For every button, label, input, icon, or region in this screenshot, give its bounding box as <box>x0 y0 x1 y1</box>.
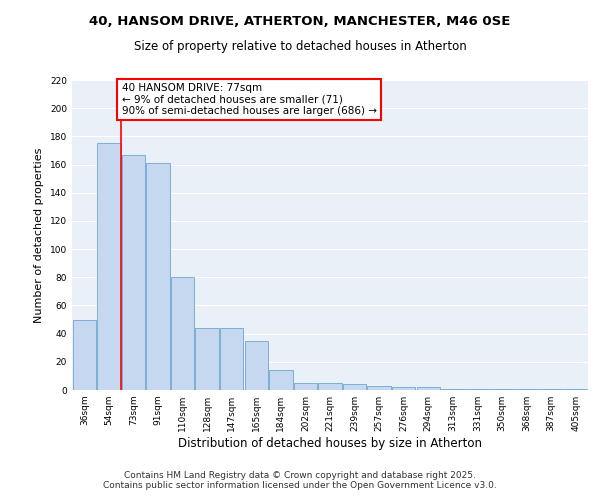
Bar <box>294 383 317 390</box>
Bar <box>146 163 170 390</box>
Bar <box>515 388 538 390</box>
Bar <box>245 340 268 390</box>
Bar <box>416 387 440 390</box>
Bar <box>122 154 145 390</box>
Bar <box>269 370 293 390</box>
Bar <box>97 144 121 390</box>
Bar <box>564 388 587 390</box>
Text: Contains HM Land Registry data © Crown copyright and database right 2025.
Contai: Contains HM Land Registry data © Crown c… <box>103 470 497 490</box>
Bar <box>343 384 366 390</box>
Bar <box>490 388 514 390</box>
Bar <box>73 320 96 390</box>
Y-axis label: Number of detached properties: Number of detached properties <box>34 148 44 322</box>
Bar <box>220 328 244 390</box>
Bar <box>392 387 415 390</box>
Text: Size of property relative to detached houses in Atherton: Size of property relative to detached ho… <box>134 40 466 53</box>
Bar <box>466 388 489 390</box>
Text: 40, HANSOM DRIVE, ATHERTON, MANCHESTER, M46 0SE: 40, HANSOM DRIVE, ATHERTON, MANCHESTER, … <box>89 15 511 28</box>
Bar <box>539 388 563 390</box>
X-axis label: Distribution of detached houses by size in Atherton: Distribution of detached houses by size … <box>178 437 482 450</box>
Bar <box>196 328 219 390</box>
Bar <box>441 388 464 390</box>
Bar <box>171 278 194 390</box>
Bar <box>367 386 391 390</box>
Text: 40 HANSOM DRIVE: 77sqm
← 9% of detached houses are smaller (71)
90% of semi-deta: 40 HANSOM DRIVE: 77sqm ← 9% of detached … <box>122 83 377 116</box>
Bar <box>319 383 341 390</box>
